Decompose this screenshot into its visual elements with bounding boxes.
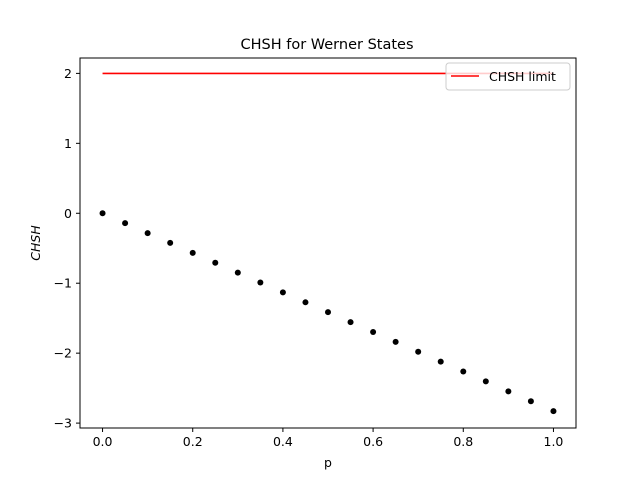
y-tick-label: −1: [54, 276, 72, 291]
data-point: [212, 259, 219, 266]
legend-box: [445, 62, 571, 91]
data-point: [99, 210, 106, 217]
data-point: [234, 269, 241, 276]
data-point: [122, 220, 129, 227]
data-point: [257, 279, 264, 286]
data-point: [437, 358, 444, 365]
data-point: [279, 289, 286, 296]
data-point: [415, 348, 422, 355]
x-tick-label: 0.0: [93, 434, 113, 449]
plot-frame: [79, 57, 577, 429]
data-point: [370, 328, 377, 335]
data-point: [325, 309, 331, 316]
y-tick-label: −3: [54, 416, 72, 431]
data-point: [347, 319, 354, 326]
x-tick-label: 1.0: [544, 434, 564, 449]
data-point: [527, 398, 534, 405]
x-axis-label: p: [324, 455, 332, 470]
data-point: [167, 239, 174, 246]
x-tick-label: 0.8: [453, 434, 473, 449]
x-tick-label: 0.4: [273, 434, 293, 449]
data-point: [550, 408, 557, 415]
x-tick-label: 0.2: [183, 434, 203, 449]
data-point: [505, 388, 512, 395]
y-tick-label: 2: [64, 66, 72, 81]
y-tick-label: 0: [64, 206, 72, 221]
chart-title: CHSH for Werner States: [240, 37, 413, 53]
y-tick-label: −2: [54, 346, 72, 361]
data-point: [392, 338, 399, 345]
plot-area: [99, 72, 557, 415]
x-tick-label: 0.6: [363, 434, 383, 449]
x-axis: 0.0 0.2 0.4 0.6 0.8 1.0: [93, 428, 564, 449]
data-point: [460, 368, 467, 375]
y-axis-label: CHSH: [28, 225, 43, 261]
y-axis: −3 −2 −1 0 1 2: [54, 66, 80, 431]
legend: CHSH limit: [445, 62, 571, 91]
data-point: [482, 378, 489, 385]
data-point: [189, 249, 196, 256]
data-point: [144, 230, 151, 237]
legend-label: CHSH limit: [489, 69, 556, 84]
y-tick-label: 1: [64, 136, 72, 151]
data-point: [302, 299, 309, 306]
